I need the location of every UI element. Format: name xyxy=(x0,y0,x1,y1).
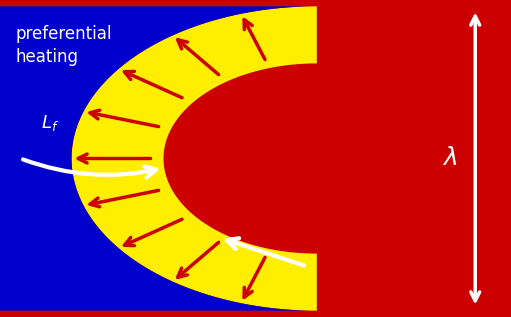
Text: $\lambda$: $\lambda$ xyxy=(442,147,457,170)
Text: preferential
heating: preferential heating xyxy=(15,25,112,66)
Text: $L_f$: $L_f$ xyxy=(41,113,59,133)
Polygon shape xyxy=(72,6,317,311)
Polygon shape xyxy=(0,6,317,311)
